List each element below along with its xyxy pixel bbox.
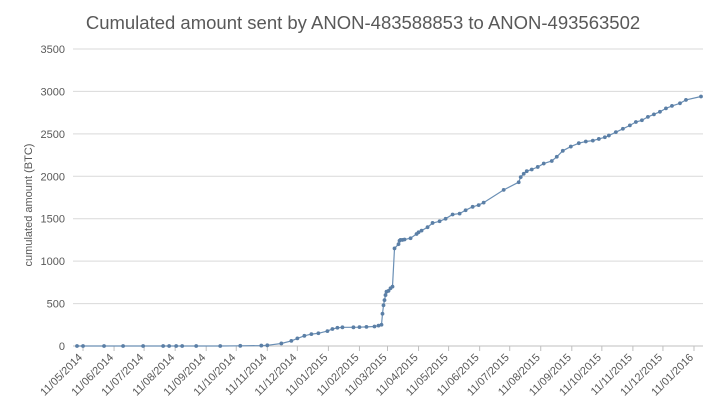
data-point — [596, 137, 601, 141]
data-point — [364, 325, 369, 329]
data-point — [606, 133, 611, 138]
data-point — [602, 135, 607, 140]
data-point — [658, 109, 662, 114]
data-point — [381, 303, 386, 308]
data-point — [351, 325, 356, 330]
data-point — [419, 228, 424, 233]
chart-title: Cumulated amount sent by ANON-483588853 … — [86, 12, 640, 33]
data-point — [259, 343, 264, 348]
data-point — [302, 333, 307, 338]
data-point — [102, 344, 106, 348]
data-point — [457, 211, 462, 216]
data-point — [664, 106, 668, 111]
data-point — [633, 120, 638, 124]
data-point — [524, 169, 529, 174]
data-point — [325, 329, 330, 334]
data-point — [613, 130, 618, 135]
data-point — [265, 343, 270, 348]
data-point — [180, 344, 185, 348]
data-point — [535, 165, 540, 169]
data-point — [295, 336, 300, 341]
data-point — [161, 344, 166, 348]
data-point — [416, 230, 421, 235]
data-point — [554, 154, 559, 159]
data-point — [81, 344, 85, 348]
data-point — [392, 246, 397, 251]
data-point — [640, 118, 644, 123]
data-point — [383, 293, 388, 297]
data-point — [238, 343, 243, 348]
data-point — [443, 216, 448, 221]
data-point — [627, 123, 632, 128]
data-point — [470, 204, 475, 209]
data-point — [402, 237, 407, 242]
data-point — [437, 219, 442, 224]
y-tick-label: 500 — [47, 299, 65, 311]
data-point — [560, 148, 565, 153]
data-point — [678, 101, 682, 106]
data-point — [521, 171, 526, 176]
data-point — [652, 112, 656, 117]
data-point — [568, 144, 573, 149]
data-point — [463, 208, 468, 213]
y-tick-label: 2000 — [41, 171, 65, 183]
data-point — [390, 284, 395, 289]
data-point — [382, 298, 387, 303]
data-point — [481, 200, 486, 205]
data-point — [583, 139, 588, 144]
y-tick-label: 1000 — [41, 256, 65, 268]
series-cumulated-amount — [75, 94, 703, 348]
data-point — [376, 323, 381, 328]
data-point — [684, 98, 688, 102]
y-tick-label: 0 — [59, 341, 65, 353]
y-axis-label: cumulated amount (BTC) — [23, 144, 35, 267]
data-point — [167, 344, 172, 348]
y-tick-label: 1500 — [41, 214, 65, 226]
y-axis-ticks: 0 500 1000 1500 2000 2500 3000 3500 — [41, 44, 65, 353]
data-point — [699, 94, 703, 99]
data-point — [380, 311, 385, 316]
data-point — [335, 325, 340, 330]
data-point — [670, 103, 674, 108]
grid-lines — [73, 48, 703, 305]
data-point — [340, 325, 345, 330]
y-tick-label: 3500 — [41, 44, 65, 56]
data-point — [430, 221, 435, 225]
data-point — [194, 344, 199, 348]
data-point — [141, 344, 146, 348]
data-point — [549, 159, 554, 163]
data-point — [357, 325, 362, 330]
data-point — [646, 114, 650, 119]
data-point — [516, 180, 521, 185]
data-point — [309, 332, 314, 337]
data-point — [518, 175, 523, 180]
data-point — [590, 138, 595, 143]
data-point — [372, 324, 377, 329]
data-point — [316, 331, 321, 336]
data-point — [279, 341, 284, 346]
data-point — [174, 344, 179, 348]
data-point — [396, 242, 401, 247]
y-tick-label: 3000 — [41, 86, 65, 98]
data-point — [425, 225, 430, 230]
data-point — [476, 203, 481, 208]
data-point — [620, 126, 625, 131]
y-tick-label: 2500 — [41, 129, 65, 141]
data-point — [529, 167, 534, 172]
data-point — [330, 327, 335, 331]
data-point — [121, 344, 125, 348]
data-point — [218, 344, 223, 348]
data-point — [386, 288, 391, 293]
data-point — [75, 344, 79, 348]
data-point — [501, 187, 506, 192]
data-point — [576, 141, 581, 146]
x-axis-ticks: 11/05/201411/06/201411/07/201411/08/2014… — [38, 346, 696, 398]
data-point — [379, 322, 384, 327]
data-point — [408, 236, 413, 241]
data-point — [541, 161, 546, 166]
data-point — [450, 212, 455, 217]
data-point — [289, 339, 294, 343]
